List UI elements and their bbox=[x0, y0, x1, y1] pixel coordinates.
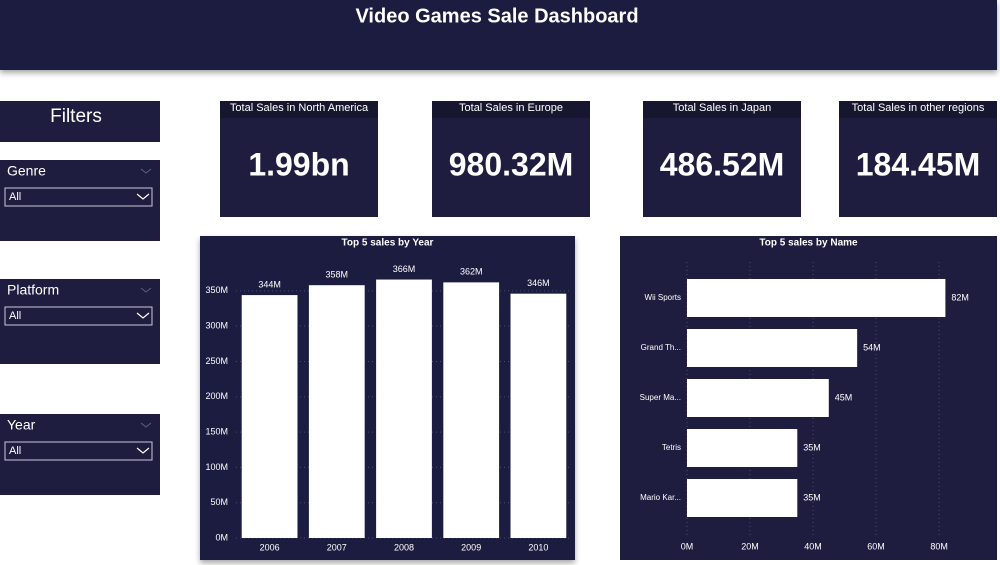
bar bbox=[687, 429, 798, 467]
bar bbox=[687, 329, 858, 367]
slicer-toggle-icon bbox=[140, 422, 152, 428]
y-tick-label: Tetris bbox=[662, 443, 681, 452]
kpi-title-strip bbox=[220, 101, 378, 118]
chart-title: Top 5 sales by Name bbox=[759, 238, 858, 249]
data-label: 366M bbox=[393, 264, 416, 274]
y-tick-label: Wii Sports bbox=[645, 293, 681, 302]
y-tick-label: 350M bbox=[205, 285, 228, 295]
bar bbox=[510, 293, 567, 538]
data-label: 344M bbox=[258, 279, 281, 289]
slicer-dropdown[interactable] bbox=[4, 306, 153, 326]
y-tick-label: 100M bbox=[205, 462, 228, 472]
y-tick-label: Grand Th... bbox=[641, 343, 681, 352]
y-tick-label: 150M bbox=[205, 426, 228, 436]
data-label: 82M bbox=[951, 292, 969, 302]
kpi-value: 184.45M bbox=[856, 146, 981, 182]
kpi-title: Total Sales in North America bbox=[230, 102, 369, 114]
bar bbox=[687, 379, 829, 417]
y-tick-label: Super Ma... bbox=[640, 393, 681, 402]
slicer-selected: All bbox=[9, 310, 21, 322]
kpi-title-strip bbox=[643, 101, 801, 118]
kpi-value: 486.52M bbox=[660, 146, 785, 182]
slicer-label: Genre bbox=[7, 163, 46, 179]
slicer-toggle-icon bbox=[140, 287, 152, 293]
y-tick-label: 0M bbox=[215, 532, 228, 542]
x-tick-label: 20M bbox=[741, 541, 759, 551]
data-label: 54M bbox=[863, 342, 881, 352]
data-label: 362M bbox=[460, 267, 483, 277]
y-tick-label: 200M bbox=[205, 391, 228, 401]
data-label: 35M bbox=[803, 492, 821, 502]
x-tick-label: 2007 bbox=[327, 542, 347, 552]
data-label: 346M bbox=[527, 278, 550, 288]
dropdown-chevron bbox=[136, 193, 150, 200]
kpi-card bbox=[643, 101, 801, 217]
x-tick-label: 60M bbox=[867, 541, 885, 551]
bar bbox=[376, 279, 432, 538]
x-tick-label: 0M bbox=[681, 541, 694, 551]
chart-title: Top 5 sales by Year bbox=[342, 238, 434, 249]
kpi-title: Total Sales in Europe bbox=[459, 102, 563, 114]
x-tick-label: 2010 bbox=[528, 542, 548, 552]
bar bbox=[687, 479, 798, 517]
x-tick-label: 40M bbox=[804, 541, 822, 551]
kpi-card bbox=[432, 101, 590, 217]
kpi-card bbox=[839, 101, 997, 217]
dropdown-chevron bbox=[136, 312, 150, 319]
slicer-selected: All bbox=[9, 191, 21, 203]
kpi-title: Total Sales in other regions bbox=[852, 102, 985, 114]
kpi-title-strip bbox=[839, 101, 997, 118]
dashboard-title: Video Games Sale Dashboard bbox=[355, 5, 638, 27]
data-label: 35M bbox=[803, 442, 821, 452]
y-tick-label: 250M bbox=[205, 356, 228, 366]
bar bbox=[241, 295, 298, 538]
dropdown-chevron bbox=[136, 447, 150, 454]
kpi-card bbox=[220, 101, 378, 217]
slicer-label: Year bbox=[7, 417, 36, 433]
data-label: 358M bbox=[326, 270, 349, 280]
slicer-dropdown[interactable] bbox=[4, 441, 153, 461]
y-tick-label: 50M bbox=[210, 497, 228, 507]
bar bbox=[308, 285, 365, 538]
slicer-toggle-icon bbox=[140, 168, 152, 174]
bar bbox=[443, 282, 500, 538]
y-tick-label: 300M bbox=[205, 321, 228, 331]
bar bbox=[687, 279, 946, 317]
kpi-title-strip bbox=[432, 101, 590, 118]
kpi-title: Total Sales in Japan bbox=[673, 102, 771, 114]
kpi-value: 980.32M bbox=[449, 146, 574, 182]
x-tick-label: 2009 bbox=[461, 542, 481, 552]
header-bar bbox=[0, 0, 997, 70]
filters-panel bbox=[0, 101, 160, 142]
slicer-selected: All bbox=[9, 445, 21, 457]
filters-title: Filters bbox=[50, 106, 102, 127]
x-tick-label: 2008 bbox=[394, 542, 414, 552]
data-label: 45M bbox=[835, 392, 853, 402]
slicer-label: Platform bbox=[7, 282, 59, 298]
x-tick-label: 2006 bbox=[260, 542, 280, 552]
slicer-dropdown[interactable] bbox=[4, 187, 153, 207]
x-tick-label: 80M bbox=[930, 541, 948, 551]
y-tick-label: Mario Kar... bbox=[640, 493, 681, 502]
kpi-value: 1.99bn bbox=[248, 146, 349, 182]
